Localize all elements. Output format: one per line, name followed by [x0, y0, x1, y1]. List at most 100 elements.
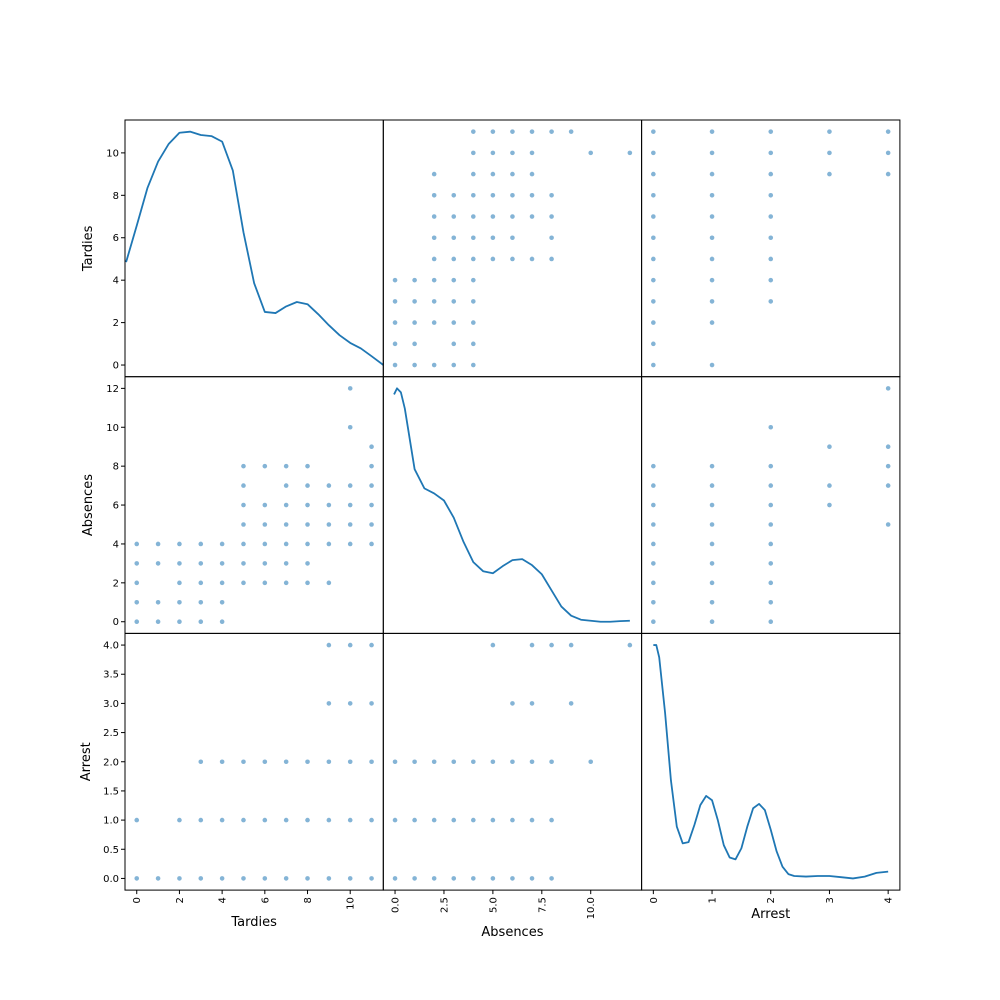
scatter-point	[392, 277, 398, 283]
scatter-point	[885, 129, 891, 134]
scatter-point	[709, 561, 715, 566]
kde-line-tardies	[125, 130, 384, 366]
scatter-point	[262, 817, 268, 823]
scatter-point	[709, 483, 715, 488]
scatter-point	[471, 299, 476, 304]
x-tick-label: 2	[766, 897, 777, 903]
scatter-point	[549, 214, 554, 219]
scatter-point	[471, 341, 476, 347]
y-tick-label: 1.0	[103, 816, 119, 827]
scatter-point	[768, 619, 774, 625]
scatter-point	[392, 876, 398, 881]
scatter-point	[510, 235, 515, 241]
y-tick-label: 0.5	[103, 845, 119, 856]
scatter-point	[369, 522, 374, 527]
scatter-point	[369, 642, 374, 648]
scatter-point	[155, 599, 161, 605]
y-tick-label: 12	[106, 384, 119, 395]
scatter-point	[198, 876, 204, 881]
scatter-point	[283, 561, 289, 566]
scatter-point	[768, 235, 774, 241]
x-tick-label: 6	[260, 897, 271, 903]
scatter-point	[431, 320, 437, 325]
x-tick-label: 1	[708, 897, 719, 903]
scatter-point	[412, 817, 417, 823]
x-tick-label: 10.0	[586, 897, 597, 919]
scatter-point	[709, 235, 715, 241]
scatter-point	[326, 701, 332, 706]
scatter-point	[262, 502, 268, 508]
y-tick-label: 1.5	[103, 786, 119, 797]
scatter-point	[651, 599, 656, 605]
scatter-point	[451, 277, 457, 283]
scatter-point	[768, 129, 774, 134]
scatter-point	[451, 235, 457, 241]
y-axis-label-absences: Absences	[81, 474, 96, 536]
scatter-point	[568, 701, 574, 706]
scatter-point	[568, 642, 574, 648]
scatter-point	[651, 463, 656, 469]
scatter-point	[305, 463, 310, 469]
scatter-point	[241, 817, 246, 823]
scatter-point	[219, 619, 225, 625]
scatter-point	[326, 483, 332, 488]
scatter-point	[347, 386, 353, 391]
y-tick-label: 4.0	[103, 641, 119, 652]
scatter-point	[768, 522, 774, 527]
scatter-point	[471, 362, 476, 368]
scatter-point	[262, 463, 268, 469]
scatter-point	[471, 214, 476, 219]
x-tick-label: 0	[649, 897, 660, 903]
x-axis-label-arrest: Arrest	[751, 907, 790, 922]
scatter-point	[768, 193, 774, 198]
scatter-point	[431, 277, 437, 283]
scatter-point	[768, 424, 774, 430]
x-axis-label-absences: Absences	[481, 925, 543, 940]
x-tick-label: 4	[884, 897, 895, 903]
scatter-point	[262, 561, 268, 566]
scatter-point	[134, 599, 140, 605]
y-tick-label: 6	[113, 501, 119, 512]
scatter-point	[510, 817, 515, 823]
scatter-point	[709, 463, 715, 469]
x-tick-label: 2.5	[439, 897, 450, 913]
scatter-point	[651, 256, 656, 262]
scatter-point	[326, 502, 332, 508]
scatter-point	[490, 256, 496, 262]
scatter-point	[651, 580, 656, 586]
scatter-point	[885, 171, 891, 177]
scatter-point	[490, 235, 496, 241]
scatter-point	[510, 150, 515, 156]
y-tick-label: 10	[106, 148, 119, 159]
scatter-point	[471, 129, 476, 134]
scatter-point	[768, 214, 774, 219]
scatter-point	[627, 150, 633, 156]
y-tick-label: 6	[113, 233, 119, 244]
scatter-point	[431, 299, 437, 304]
scatter-point	[709, 256, 715, 262]
scatter-point	[241, 561, 246, 566]
y-tick-label: 2.0	[103, 757, 119, 768]
scatter-point	[471, 277, 476, 283]
scatter-point	[529, 759, 535, 765]
scatter-point	[885, 463, 891, 469]
scatter-point	[709, 580, 715, 586]
scatter-point	[431, 171, 437, 177]
scatter-point	[305, 580, 310, 586]
scatter-point	[431, 193, 437, 198]
scatter-point	[451, 362, 457, 368]
y-tick-label: 0	[113, 617, 119, 628]
scatter-point	[198, 817, 204, 823]
scatter-point	[155, 561, 161, 566]
scatter-point	[283, 759, 289, 765]
scatter-point	[827, 129, 832, 134]
scatter-point	[471, 235, 476, 241]
scatter-point	[471, 817, 476, 823]
scatter-point	[651, 561, 656, 566]
scatter-point	[451, 193, 457, 198]
scatter-point	[392, 362, 398, 368]
scatter-point	[369, 759, 374, 765]
scatter-point	[305, 502, 310, 508]
scatter-point	[305, 522, 310, 527]
